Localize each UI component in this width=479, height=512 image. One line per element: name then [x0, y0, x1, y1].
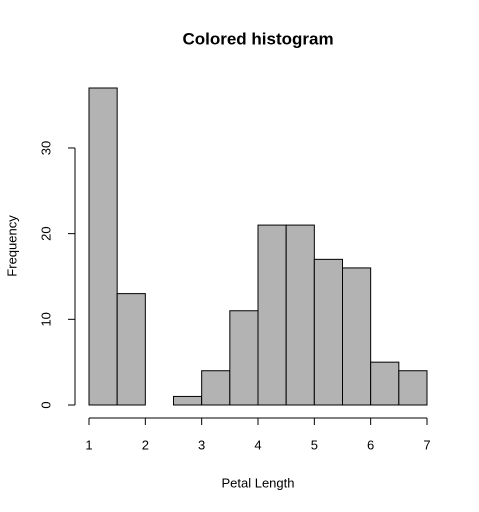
- bar: [257, 224, 287, 406]
- y-tick-label: 10: [38, 312, 53, 326]
- x-axis-label: Petal Length: [221, 475, 294, 490]
- x-tick-label: 4: [254, 437, 261, 452]
- x-tick-label: 5: [311, 437, 318, 452]
- bar: [342, 267, 372, 406]
- bar: [201, 370, 231, 406]
- x-tick-label: 1: [85, 437, 92, 452]
- bar: [229, 310, 259, 406]
- chart-title: Colored histogram: [182, 29, 333, 48]
- bar: [313, 258, 344, 406]
- bar: [370, 361, 400, 406]
- bar: [173, 395, 203, 406]
- x-tick-label: 6: [367, 437, 374, 452]
- y-tick-label: 0: [38, 401, 53, 408]
- bar: [88, 87, 118, 406]
- bar: [398, 370, 428, 406]
- y-axis-label: Frequency: [4, 215, 19, 277]
- y-tick-label: 20: [38, 226, 53, 240]
- x-tick-label: 3: [198, 437, 205, 452]
- x-tick-label: 2: [142, 437, 149, 452]
- bar: [116, 293, 146, 406]
- x-tick-label: 7: [423, 437, 430, 452]
- bar: [285, 224, 315, 406]
- y-tick-label: 30: [38, 141, 53, 155]
